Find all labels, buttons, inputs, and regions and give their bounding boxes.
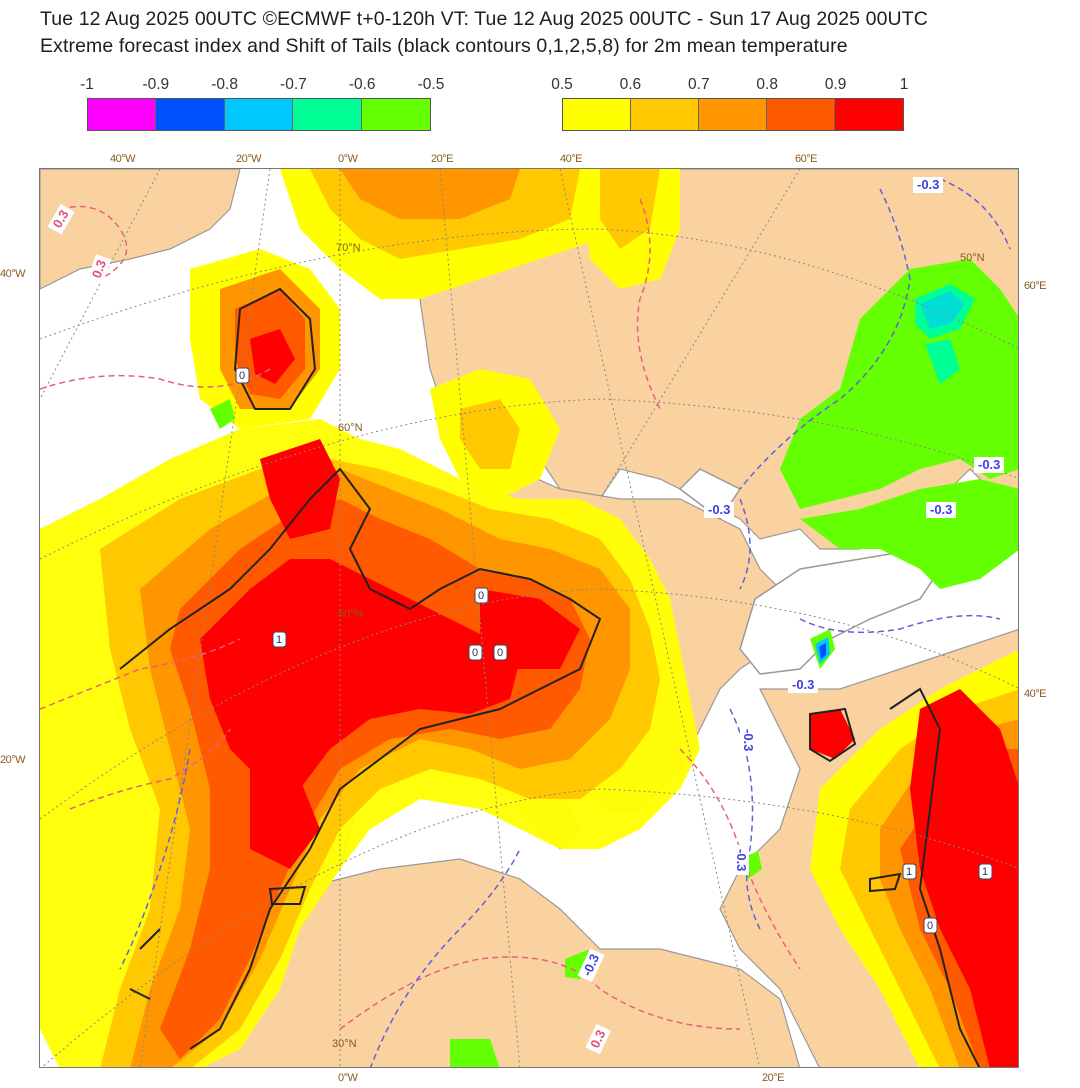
legend-tick: -0.8 (211, 76, 238, 93)
legend-tick: 0.5 (551, 76, 573, 93)
sot-label: 0 (239, 370, 245, 382)
chart-title-line2: Extreme forecast index and Shift of Tail… (40, 35, 848, 57)
legend-swatch-blue (156, 99, 225, 130)
chart-title-line1: Tue 12 Aug 2025 00UTC ©ECMWF t+0-120h VT… (40, 8, 928, 30)
lat-label-50n-east: 50°N (960, 252, 985, 264)
sot-label: 1 (906, 866, 912, 878)
contour-label-pos: 0.3 (587, 1028, 608, 1051)
legend-tick: -0.7 (280, 76, 307, 93)
legend-positive-ticks: 0.5 0.6 0.7 0.8 0.9 1 (551, 76, 908, 96)
legend-swatch-magenta (88, 99, 157, 130)
legend-swatch-yellow (563, 99, 631, 130)
efi-map[interactable]: -0.3 -0.3 -0.3 -0.3 -0.3 -0.3 -0.3 -0.3 … (39, 168, 1019, 1068)
contour-label-neg: -0.3 (741, 729, 756, 751)
legend-tick: 0.8 (756, 76, 778, 93)
legend-tick: -0.6 (348, 76, 376, 93)
lon-label-bottom: 20°E (762, 1072, 784, 1084)
legend-swatch-dark-orange (767, 99, 835, 130)
graticule (40, 169, 1018, 1067)
legend-swatch-amber (631, 99, 699, 130)
lon-label-top: 20°W (236, 153, 262, 165)
lon-label-top: 40°E (560, 153, 582, 165)
legend-swatch-orange (699, 99, 767, 130)
lat-label-50n: 50°N (338, 608, 363, 620)
lon-label-left: 20°W (0, 754, 26, 766)
lat-label-60n: 60°N (338, 422, 363, 434)
contour-label-neg: -0.3 (792, 677, 814, 692)
contour-label-neg: -0.3 (978, 457, 1000, 472)
sot-label: 1 (982, 866, 988, 878)
contour-label-neg: -0.3 (917, 177, 939, 192)
legend-tick: 0.7 (688, 76, 710, 93)
legend-tick: -0.9 (142, 76, 170, 93)
lon-label-left: 40°W (0, 268, 26, 280)
legend-tick: -1 (80, 76, 94, 93)
contour-label-pos: 0.3 (89, 258, 109, 280)
sot-label: 0 (497, 647, 503, 659)
legend-positive-colorbar (562, 98, 904, 131)
sot-label: 0 (472, 647, 478, 659)
sot-label: 1 (276, 634, 282, 646)
lon-label-top: 60°E (795, 153, 817, 165)
legend-tick: -0.5 (417, 76, 445, 93)
legend-negative-ticks: -1 -0.9 -0.8 -0.7 -0.6 -0.5 (80, 76, 444, 96)
efi-contours-positive (40, 198, 801, 1030)
legend-tick: 0.6 (619, 76, 642, 93)
legend-negative-colorbar (87, 98, 431, 131)
sot-label: 0 (927, 920, 933, 932)
legend-swatch-red (835, 99, 903, 130)
efi-cold-fill (210, 259, 1018, 1067)
lon-label-right: 40°E (1024, 688, 1046, 700)
map-canvas: -0.3 -0.3 -0.3 -0.3 -0.3 -0.3 -0.3 -0.3 … (40, 169, 1018, 1067)
contour-labels: -0.3 -0.3 -0.3 -0.3 -0.3 -0.3 -0.3 -0.3 … (47, 177, 1004, 1055)
legend-swatch-lime (361, 99, 430, 130)
efi-contours-negative (119, 178, 1011, 1067)
lon-label-top: 0°W (338, 153, 358, 165)
legend-positive-efi: 0.5 0.6 0.7 0.8 0.9 1 (551, 76, 908, 131)
lat-label-30n: 30°N (332, 1038, 357, 1050)
lon-label-right: 60°E (1024, 280, 1046, 292)
contour-label-neg: -0.3 (734, 849, 749, 871)
legend-tick: 0.9 (824, 76, 847, 93)
lon-label-top: 20°E (431, 153, 453, 165)
lon-label-top: 40°W (110, 153, 136, 165)
contour-label-neg: -0.3 (930, 502, 952, 517)
legend-swatch-green (293, 99, 362, 130)
lat-label-70n: 70°N (336, 242, 361, 254)
contour-label-neg: -0.3 (708, 502, 730, 517)
legend-tick: 1 (899, 76, 909, 93)
lon-label-bottom: 0°W (338, 1072, 358, 1084)
sot-label: 0 (478, 590, 484, 602)
legend-swatch-cyan (224, 99, 294, 130)
legend-negative-efi: -1 -0.9 -0.8 -0.7 -0.6 -0.5 (80, 76, 444, 131)
black-sea (739, 548, 941, 675)
latitude-labels: 70°N 60°N 50°N 50°N 30°N (332, 242, 985, 1050)
sot-contours (119, 287, 981, 1067)
